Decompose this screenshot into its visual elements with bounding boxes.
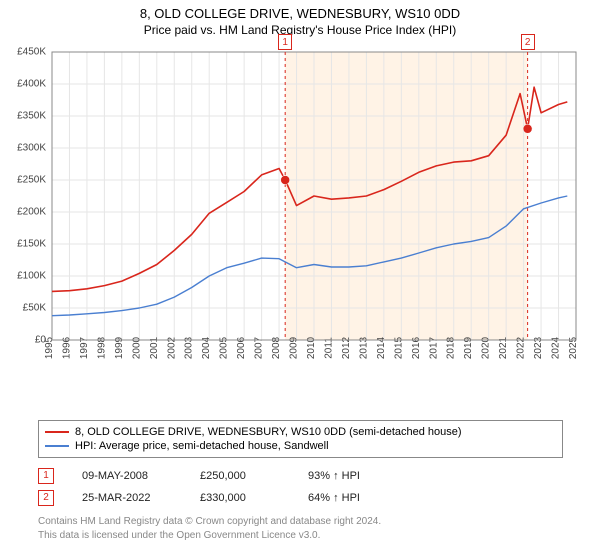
- svg-text:£150K: £150K: [17, 239, 46, 250]
- marker-row-2: 2 25-MAR-2022 £330,000 64% ↑ HPI: [38, 487, 388, 509]
- title-address: 8, OLD COLLEGE DRIVE, WEDNESBURY, WS10 0…: [0, 6, 600, 23]
- marker-id-1: 1: [38, 468, 54, 484]
- chart-container: 8, OLD COLLEGE DRIVE, WEDNESBURY, WS10 0…: [0, 0, 600, 560]
- marker-date-1: 09-MAY-2008: [82, 470, 172, 482]
- marker-id-2: 2: [38, 490, 54, 506]
- svg-text:£100K: £100K: [17, 271, 46, 282]
- svg-text:£50K: £50K: [23, 303, 47, 314]
- legend-label-hpi: HPI: Average price, semi-detached house,…: [75, 440, 329, 452]
- marker-date-2: 25-MAR-2022: [82, 492, 172, 504]
- svg-text:£250K: £250K: [17, 175, 46, 186]
- footer-attribution: Contains HM Land Registry data © Crown c…: [38, 515, 381, 542]
- legend-swatch-hpi: [45, 445, 69, 447]
- marker-price-1: £250,000: [200, 470, 280, 482]
- marker-row-1: 1 09-MAY-2008 £250,000 93% ↑ HPI: [38, 465, 388, 487]
- marker-pct-2: 64% ↑ HPI: [308, 492, 388, 504]
- legend-item-hpi: HPI: Average price, semi-detached house,…: [45, 439, 556, 453]
- legend-item-property: 8, OLD COLLEGE DRIVE, WEDNESBURY, WS10 0…: [45, 425, 556, 439]
- footer-line2: This data is licensed under the Open Gov…: [38, 529, 381, 543]
- svg-text:£300K: £300K: [17, 143, 46, 154]
- svg-text:£450K: £450K: [17, 47, 46, 58]
- title-subtitle: Price paid vs. HM Land Registry's House …: [0, 23, 600, 39]
- title-block: 8, OLD COLLEGE DRIVE, WEDNESBURY, WS10 0…: [0, 0, 600, 38]
- legend-label-property: 8, OLD COLLEGE DRIVE, WEDNESBURY, WS10 0…: [75, 426, 462, 438]
- legend-box: 8, OLD COLLEGE DRIVE, WEDNESBURY, WS10 0…: [38, 420, 563, 458]
- chart-marker-2: 2: [521, 34, 535, 50]
- svg-text:£350K: £350K: [17, 111, 46, 122]
- legend-swatch-property: [45, 431, 69, 433]
- footer-line1: Contains HM Land Registry data © Crown c…: [38, 515, 381, 529]
- chart-marker-1: 1: [278, 34, 292, 50]
- svg-text:£400K: £400K: [17, 79, 46, 90]
- marker-table: 1 09-MAY-2008 £250,000 93% ↑ HPI 2 25-MA…: [38, 465, 388, 509]
- chart-area: £0£50K£100K£150K£200K£250K£300K£350K£400…: [48, 48, 578, 378]
- marker-pct-1: 93% ↑ HPI: [308, 470, 388, 482]
- svg-text:£200K: £200K: [17, 207, 46, 218]
- chart-svg: £0£50K£100K£150K£200K£250K£300K£350K£400…: [48, 48, 578, 378]
- marker-price-2: £330,000: [200, 492, 280, 504]
